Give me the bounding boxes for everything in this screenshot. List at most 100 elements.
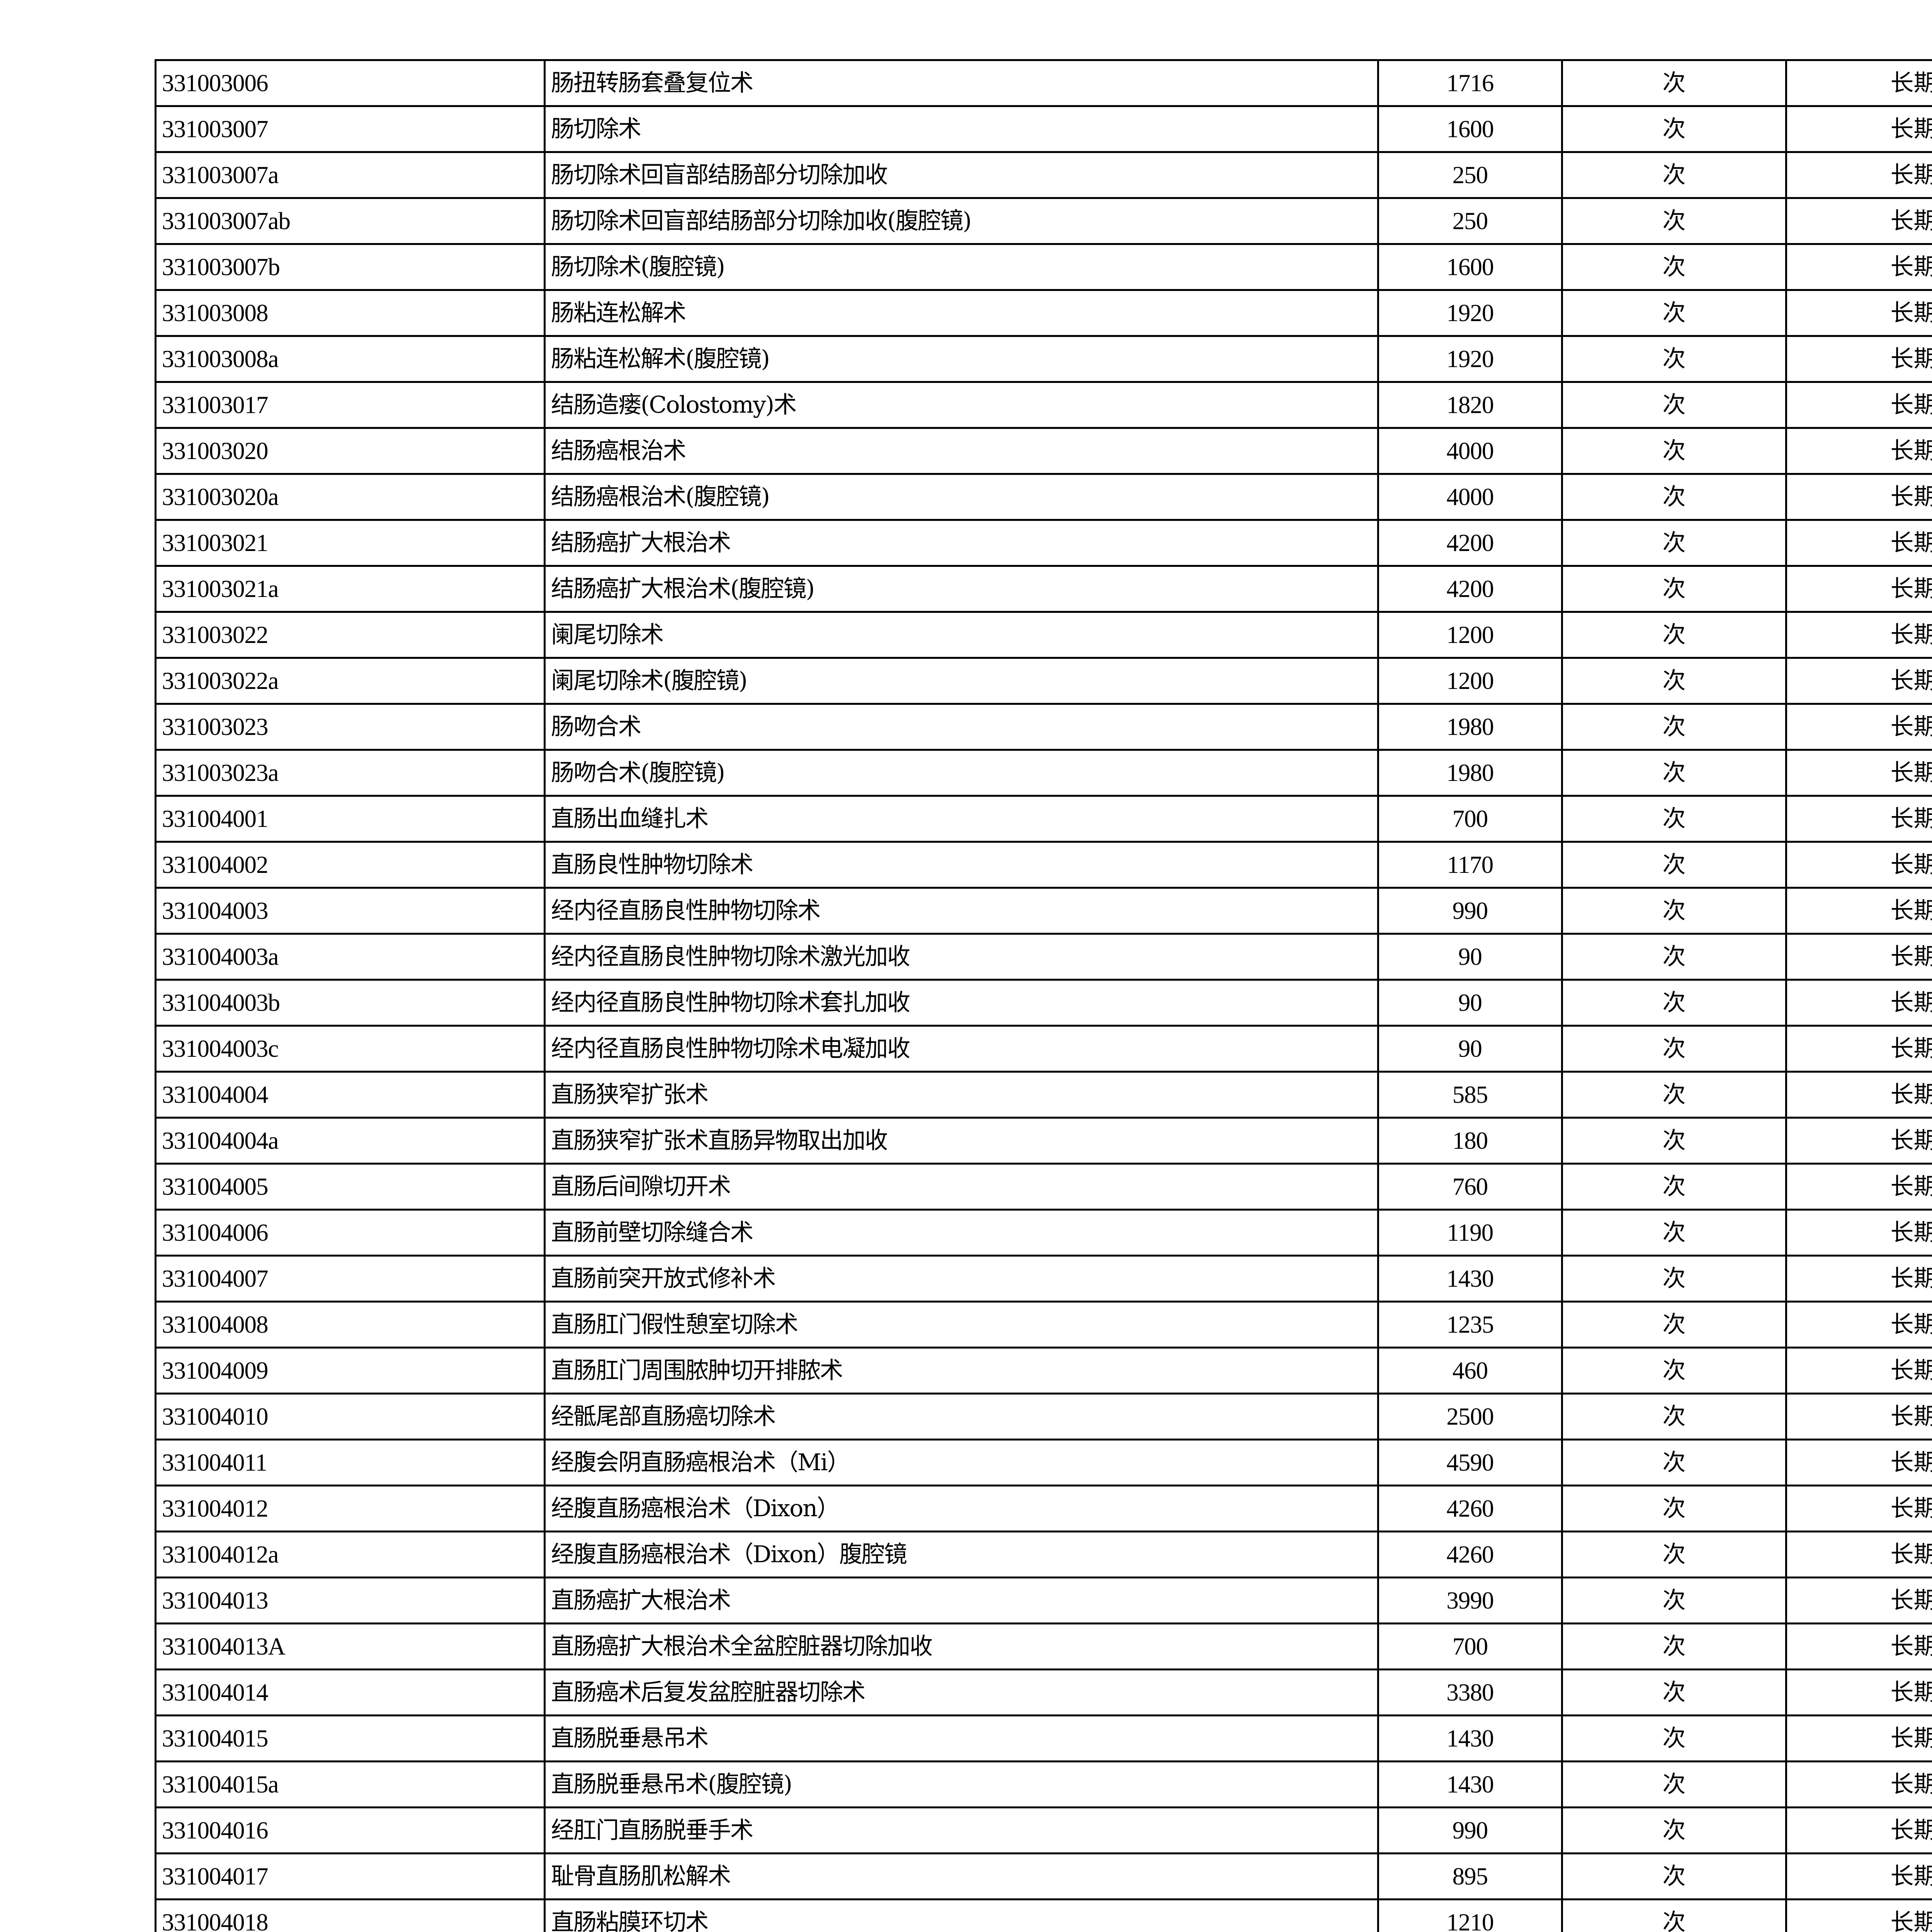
- cell-price: 4000: [1377, 427, 1563, 475]
- cell-service-name: 肠切除术回盲部结肠部分切除加收(腹腔镜): [544, 197, 1379, 245]
- cell-unit: 次: [1561, 749, 1787, 797]
- cell-service-code: 331004015: [155, 1714, 546, 1762]
- cell-unit: 次: [1561, 473, 1787, 521]
- cell-service-name: 肠扭转肠套叠复位术: [544, 59, 1379, 107]
- cell-duration: 长期: [1785, 197, 1932, 245]
- cell-price: 90: [1377, 979, 1563, 1027]
- cell-service-name: 直肠粘膜环切术: [544, 1898, 1379, 1932]
- cell-service-code: 331003023: [155, 703, 546, 751]
- cell-unit: 次: [1561, 1806, 1787, 1854]
- table-row: 331004014直肠癌术后复发盆腔脏器切除术3380次长期: [155, 1668, 1932, 1716]
- cell-service-name: 经肛门直肠脱垂手术: [544, 1806, 1379, 1854]
- cell-price: 1980: [1377, 749, 1563, 797]
- cell-unit: 次: [1561, 979, 1787, 1027]
- cell-service-code: 331003020a: [155, 473, 546, 521]
- cell-duration: 长期: [1785, 427, 1932, 475]
- cell-service-name: 经腹会阴直肠癌根治术（Mi）: [544, 1439, 1379, 1486]
- cell-unit: 次: [1561, 1209, 1787, 1257]
- cell-service-name: 直肠癌术后复发盆腔脏器切除术: [544, 1668, 1379, 1716]
- cell-price: 895: [1377, 1852, 1563, 1900]
- table-row: 331003022阑尾切除术1200次长期: [155, 611, 1932, 659]
- cell-price: 1716: [1377, 59, 1563, 107]
- cell-service-name: 肠粘连松解术: [544, 289, 1379, 337]
- cell-service-code: 331004004a: [155, 1117, 546, 1165]
- cell-unit: 次: [1561, 1301, 1787, 1349]
- cell-duration: 长期: [1785, 1255, 1932, 1303]
- cell-duration: 长期: [1785, 1209, 1932, 1257]
- cell-price: 460: [1377, 1347, 1563, 1395]
- cell-duration: 长期: [1785, 1898, 1932, 1932]
- cell-duration: 长期: [1785, 1531, 1932, 1578]
- table-row: 331004001直肠出血缝扎术700次长期: [155, 795, 1932, 843]
- cell-service-code: 331004010: [155, 1393, 546, 1440]
- cell-service-name: 直肠癌扩大根治术全盆腔脏器切除加收: [544, 1622, 1379, 1670]
- cell-service-name: 结肠癌扩大根治术: [544, 519, 1379, 567]
- cell-price: 1600: [1377, 243, 1563, 291]
- cell-price: 1820: [1377, 381, 1563, 429]
- table-row: 331004018直肠粘膜环切术1210次长期: [155, 1898, 1932, 1932]
- cell-duration: 长期: [1785, 933, 1932, 981]
- table-row: 331003008肠粘连松解术1920次长期: [155, 289, 1932, 337]
- cell-duration: 长期: [1785, 105, 1932, 153]
- table-row: 331004005直肠后间隙切开术760次长期: [155, 1163, 1932, 1211]
- cell-duration: 长期: [1785, 795, 1932, 843]
- cell-service-code: 331004007: [155, 1255, 546, 1303]
- cell-price: 180: [1377, 1117, 1563, 1165]
- cell-service-code: 331003020: [155, 427, 546, 475]
- cell-unit: 次: [1561, 151, 1787, 199]
- cell-service-code: 331003021a: [155, 565, 546, 613]
- cell-unit: 次: [1561, 1439, 1787, 1486]
- cell-service-code: 331004009: [155, 1347, 546, 1395]
- cell-unit: 次: [1561, 1347, 1787, 1395]
- cell-duration: 长期: [1785, 1393, 1932, 1440]
- cell-unit: 次: [1561, 289, 1787, 337]
- cell-price: 1200: [1377, 611, 1563, 659]
- cell-service-name: 直肠狭窄扩张术: [544, 1071, 1379, 1119]
- cell-service-code: 331004014: [155, 1668, 546, 1716]
- cell-service-code: 331004003b: [155, 979, 546, 1027]
- cell-duration: 长期: [1785, 1163, 1932, 1211]
- cell-service-name: 肠吻合术(腹腔镜): [544, 749, 1379, 797]
- cell-service-code: 331003023a: [155, 749, 546, 797]
- table-row: 331004015直肠脱垂悬吊术1430次长期: [155, 1714, 1932, 1762]
- cell-duration: 长期: [1785, 1071, 1932, 1119]
- cell-duration: 长期: [1785, 381, 1932, 429]
- cell-service-code: 331004012a: [155, 1531, 546, 1578]
- cell-service-code: 331004001: [155, 795, 546, 843]
- table-row: 331004007直肠前突开放式修补术1430次长期: [155, 1255, 1932, 1303]
- cell-unit: 次: [1561, 1622, 1787, 1670]
- table-row: 331004009直肠肛门周围脓肿切开排脓术460次长期: [155, 1347, 1932, 1395]
- cell-service-code: 331004008: [155, 1301, 546, 1349]
- cell-service-code: 331004004: [155, 1071, 546, 1119]
- cell-price: 700: [1377, 1622, 1563, 1670]
- cell-price: 250: [1377, 151, 1563, 199]
- cell-price: 4260: [1377, 1531, 1563, 1578]
- cell-price: 1430: [1377, 1714, 1563, 1762]
- cell-unit: 次: [1561, 1163, 1787, 1211]
- cell-duration: 长期: [1785, 1622, 1932, 1670]
- cell-unit: 次: [1561, 105, 1787, 153]
- cell-service-name: 直肠前壁切除缝合术: [544, 1209, 1379, 1257]
- cell-service-name: 经内径直肠良性肿物切除术套扎加收: [544, 979, 1379, 1027]
- table-row: 331003021结肠癌扩大根治术4200次长期: [155, 519, 1932, 567]
- cell-service-name: 肠切除术(腹腔镜): [544, 243, 1379, 291]
- cell-unit: 次: [1561, 381, 1787, 429]
- table-row: 331003006肠扭转肠套叠复位术1716次长期: [155, 59, 1932, 107]
- cell-duration: 长期: [1785, 473, 1932, 521]
- cell-service-code: 331003008: [155, 289, 546, 337]
- cell-price: 1430: [1377, 1760, 1563, 1808]
- cell-service-code: 331003007: [155, 105, 546, 153]
- cell-duration: 长期: [1785, 1852, 1932, 1900]
- cell-unit: 次: [1561, 1852, 1787, 1900]
- cell-service-name: 结肠癌根治术: [544, 427, 1379, 475]
- cell-unit: 次: [1561, 703, 1787, 751]
